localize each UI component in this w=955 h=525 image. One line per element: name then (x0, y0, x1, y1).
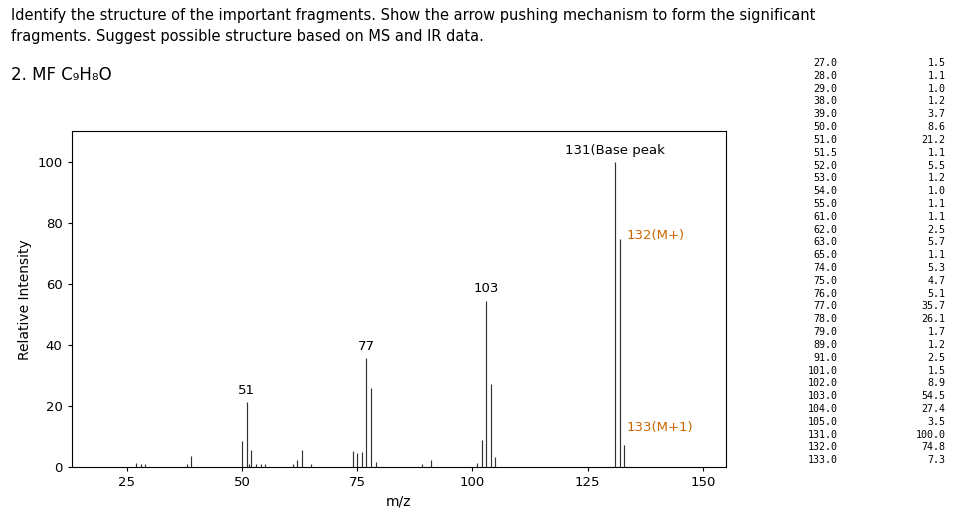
Text: 76.0: 76.0 (814, 289, 838, 299)
Text: 3.7: 3.7 (927, 109, 945, 119)
Text: 51.0: 51.0 (814, 135, 838, 145)
Text: 2.5: 2.5 (927, 225, 945, 235)
Text: 100.0: 100.0 (916, 429, 945, 439)
Text: 74.0: 74.0 (814, 263, 838, 273)
Text: 51.5: 51.5 (814, 148, 838, 158)
Text: 63.0: 63.0 (814, 237, 838, 247)
Text: 50.0: 50.0 (814, 122, 838, 132)
Text: 27.4: 27.4 (922, 404, 945, 414)
Text: 1.1: 1.1 (927, 250, 945, 260)
Text: 5.1: 5.1 (927, 289, 945, 299)
Text: 102.0: 102.0 (807, 379, 838, 388)
Text: 8.9: 8.9 (927, 379, 945, 388)
Text: 131.0: 131.0 (807, 429, 838, 439)
Text: 105.0: 105.0 (807, 417, 838, 427)
Text: 89.0: 89.0 (814, 340, 838, 350)
Text: 29.0: 29.0 (814, 83, 838, 93)
Text: 1.5: 1.5 (927, 58, 945, 68)
Text: 3.5: 3.5 (927, 417, 945, 427)
Text: 133.0: 133.0 (807, 455, 838, 465)
Text: 61.0: 61.0 (814, 212, 838, 222)
Text: 75.0: 75.0 (814, 276, 838, 286)
Text: fragments. Suggest possible structure based on MS and IR data.: fragments. Suggest possible structure ba… (11, 29, 484, 44)
Text: 104.0: 104.0 (807, 404, 838, 414)
Text: 1.2: 1.2 (927, 173, 945, 183)
Text: 26.1: 26.1 (922, 314, 945, 324)
Text: Identify the structure of the important fragments. Show the arrow pushing mechan: Identify the structure of the important … (11, 8, 816, 23)
Text: 74.8: 74.8 (922, 443, 945, 453)
Text: 2. MF C₉H₈O: 2. MF C₉H₈O (11, 66, 112, 83)
Text: 65.0: 65.0 (814, 250, 838, 260)
Text: 55.0: 55.0 (814, 199, 838, 209)
Text: 54.5: 54.5 (922, 391, 945, 401)
Text: 1.7: 1.7 (927, 327, 945, 337)
Text: 1.2: 1.2 (927, 340, 945, 350)
Text: 35.7: 35.7 (922, 301, 945, 311)
Text: 62.0: 62.0 (814, 225, 838, 235)
Text: 91.0: 91.0 (814, 353, 838, 363)
Text: 1.5: 1.5 (927, 365, 945, 375)
Text: 131(Base peak: 131(Base peak (565, 144, 666, 157)
Text: 27.0: 27.0 (814, 58, 838, 68)
Text: 54.0: 54.0 (814, 186, 838, 196)
Text: 52.0: 52.0 (814, 161, 838, 171)
Text: 1.1: 1.1 (927, 71, 945, 81)
Text: 101.0: 101.0 (807, 365, 838, 375)
Text: 39.0: 39.0 (814, 109, 838, 119)
Text: 51: 51 (238, 384, 255, 397)
Text: 8.6: 8.6 (927, 122, 945, 132)
Text: 77.0: 77.0 (814, 301, 838, 311)
Text: 132(M+): 132(M+) (626, 228, 685, 242)
Text: 1.2: 1.2 (927, 97, 945, 107)
Text: 78.0: 78.0 (814, 314, 838, 324)
Text: 28.0: 28.0 (814, 71, 838, 81)
Text: 1.1: 1.1 (927, 148, 945, 158)
Text: 77: 77 (358, 340, 375, 353)
Text: 5.5: 5.5 (927, 161, 945, 171)
Text: 1.0: 1.0 (927, 83, 945, 93)
Text: 4.7: 4.7 (927, 276, 945, 286)
Text: 2.5: 2.5 (927, 353, 945, 363)
Text: 103: 103 (474, 282, 499, 295)
Text: 103.0: 103.0 (807, 391, 838, 401)
Y-axis label: Relative Intensity: Relative Intensity (18, 239, 32, 360)
Text: 1.1: 1.1 (927, 212, 945, 222)
Text: 1.1: 1.1 (927, 199, 945, 209)
X-axis label: m/z: m/z (386, 495, 412, 509)
Text: 1.0: 1.0 (927, 186, 945, 196)
Text: 132.0: 132.0 (807, 443, 838, 453)
Text: 5.3: 5.3 (927, 263, 945, 273)
Text: 5.7: 5.7 (927, 237, 945, 247)
Text: 53.0: 53.0 (814, 173, 838, 183)
Text: 7.3: 7.3 (927, 455, 945, 465)
Text: 79.0: 79.0 (814, 327, 838, 337)
Text: 133(M+1): 133(M+1) (626, 421, 693, 434)
Text: 21.2: 21.2 (922, 135, 945, 145)
Text: 38.0: 38.0 (814, 97, 838, 107)
